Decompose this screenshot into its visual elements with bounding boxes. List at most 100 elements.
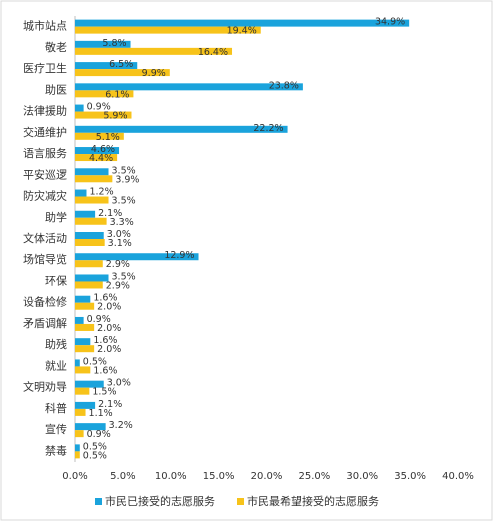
y-tick-label: 交通维护 [23,125,67,139]
bar [75,147,120,155]
y-tick-label: 科普 [45,401,67,415]
x-tick-label: 40.0% [442,471,474,482]
bar [75,104,84,112]
legend-label: 市民已接受的志愿服务 [105,494,215,508]
value-label: 0.5% [83,450,107,461]
value-label: 2.0% [97,344,121,355]
bar [75,210,96,218]
bar [75,196,109,204]
y-tick-label: 语言服务 [23,147,67,160]
value-label: 3.5% [112,165,136,176]
bar [75,274,109,282]
y-tick-label: 禁毒 [45,444,67,457]
value-label: 3.5% [112,196,136,207]
y-tick-label: 城市站点 [23,19,67,33]
value-label: 1.6% [93,293,117,304]
y-tick-label: 法律援助 [23,104,67,118]
bar [75,401,96,409]
value-label: 34.9% [375,17,405,28]
bar [75,359,80,367]
value-label: 2.1% [98,399,122,410]
value-label: 19.4% [227,26,257,37]
value-label: 2.9% [106,259,130,270]
x-tick-label: 5.0% [110,471,135,482]
value-label: 6.1% [105,89,129,100]
bar [75,111,132,119]
y-tick-label: 场馆导览 [23,252,67,266]
x-tick-label: 30.0% [346,471,378,482]
value-label: 23.8% [269,80,299,91]
y-tick-label: 设备检修 [23,295,67,309]
y-tick-label: 就业 [45,358,67,372]
value-label: 0.5% [83,441,107,452]
bar [75,260,103,268]
x-tick-label: 15.0% [203,471,235,482]
legend-swatch [237,498,244,505]
y-tick-label: 助医 [45,82,67,96]
value-label: 9.9% [142,68,166,79]
value-label: 0.5% [83,356,107,367]
bar [75,338,91,346]
value-label: 22.2% [253,123,283,134]
value-label: 1.5% [92,387,116,398]
bar [75,132,124,140]
bar [75,189,87,197]
bar [75,47,233,55]
bar [75,345,95,353]
value-label: 4.6% [91,144,115,155]
value-label: 3.3% [110,217,134,228]
y-tick-label: 医疗卫生 [23,61,67,75]
value-label: 0.9% [87,102,111,113]
value-label: 0.9% [87,314,111,325]
value-label: 5.1% [96,132,120,143]
value-label: 3.9% [115,174,139,185]
bar [75,232,104,239]
value-label: 5.9% [103,111,127,122]
bar [75,302,95,310]
legend-label: 市民最希望接受的志愿服务 [247,494,379,508]
bar [75,451,80,459]
value-label: 2.1% [98,208,122,219]
value-label: 1.1% [89,408,113,419]
value-label: 2.0% [97,323,121,334]
y-tick-label: 环保 [45,273,67,287]
value-label: 12.9% [164,250,194,261]
bar [75,19,410,27]
x-tick-label: 35.0% [394,471,426,482]
value-label: 2.9% [106,280,130,291]
value-label: 3.0% [107,229,131,240]
y-tick-label: 助残 [45,337,67,351]
value-label: 3.5% [112,271,136,282]
bar [75,281,103,289]
value-label: 16.4% [198,47,228,58]
bar [75,408,86,416]
value-label: 3.1% [108,238,132,249]
bar [75,295,91,303]
bar [75,69,170,77]
bar [75,316,84,324]
value-label: 0.9% [87,429,111,440]
bar [75,253,199,261]
y-tick-label: 文明劝导 [23,380,67,394]
value-label: 2.0% [97,302,121,313]
x-tick-label: 20.0% [251,471,283,482]
x-tick-label: 25.0% [298,471,330,482]
value-label: 1.6% [93,335,117,346]
bar [75,423,106,431]
bar [75,83,303,91]
bar [75,62,138,70]
y-tick-label: 防灾减灾 [23,189,67,203]
value-label: 3.0% [107,378,131,389]
value-label: 5.8% [102,38,126,49]
value-label: 6.5% [109,59,133,70]
bar [75,239,105,246]
x-tick-label: 0.0% [62,471,87,482]
bar [75,168,109,176]
y-tick-label: 矛盾调解 [23,316,67,330]
bar [75,430,84,438]
y-tick-label: 平安巡逻 [23,167,67,181]
y-tick-label: 宣传 [45,422,67,436]
legend-swatch [95,498,102,505]
